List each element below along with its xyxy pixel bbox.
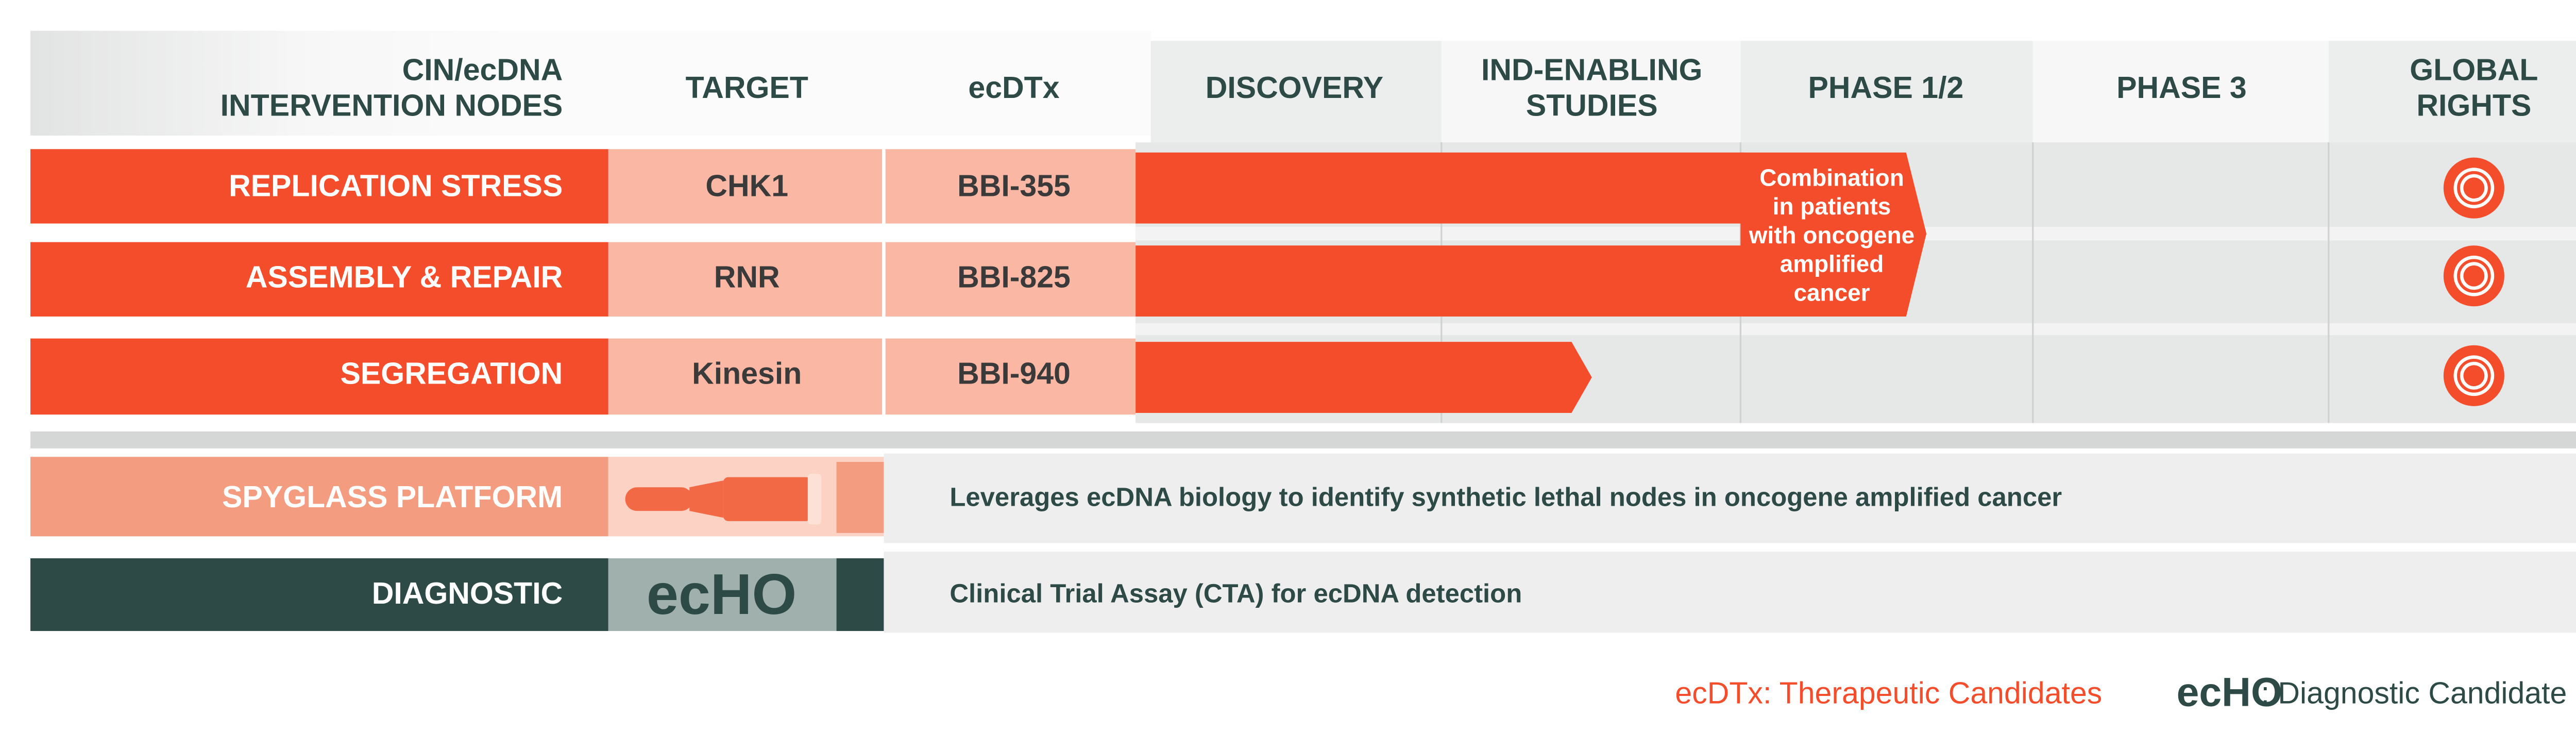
header-label: CIN/ecDNA — [402, 53, 563, 87]
header-label: DISCOVERY — [1206, 71, 1383, 105]
header-label: TARGET — [686, 71, 808, 105]
annotation: in patients — [1773, 193, 1891, 220]
legend-therapeutic: ecDTx: Therapeutic Candidates — [1675, 676, 2102, 710]
row-gap — [1136, 323, 2576, 336]
header-cell — [2032, 41, 2329, 143]
rights-icons — [2443, 157, 2504, 406]
header-cell — [1150, 41, 1442, 143]
separator — [30, 431, 2576, 448]
header-cell — [1740, 41, 2033, 143]
drug-label: BBI-355 — [957, 169, 1071, 203]
header-label: IND-ENABLING — [1481, 53, 1702, 87]
target-label: RNR — [714, 260, 780, 294]
legend-logo: ecHO — [2177, 669, 2283, 714]
header-band — [30, 30, 1151, 136]
row-cells — [30, 149, 1136, 415]
annotation: cancer — [1793, 279, 1870, 306]
header-cell — [2328, 41, 2576, 143]
header-label: PHASE 3 — [2116, 71, 2247, 105]
platform-label: SPYGLASS PLATFORM — [222, 480, 563, 514]
platform-label: DIAGNOSTIC — [372, 576, 563, 610]
platform-description: Clinical Trial Assay (CTA) for ecDNA det… — [950, 579, 1522, 608]
node-label: REPLICATION STRESS — [229, 169, 563, 203]
node-label: ASSEMBLY & REPAIR — [246, 260, 563, 294]
platform-cells — [30, 453, 2576, 633]
target-label: CHK1 — [705, 169, 788, 203]
header-label: RIGHTS — [2416, 88, 2531, 122]
header-label: INTERVENTION NODES — [221, 88, 563, 122]
drug-label: BBI-825 — [957, 260, 1071, 294]
header-cell — [1441, 41, 1741, 143]
echo-logo: ecHO — [647, 562, 796, 626]
header-label: ecDTx — [968, 71, 1059, 105]
annotation: Combination — [1759, 164, 1904, 191]
target-label: Kinesin — [692, 356, 802, 390]
annotation: amplified — [1780, 251, 1884, 277]
spyglass-icon — [625, 474, 822, 525]
legend-diagnostic: : Diagnostic Candidate — [2261, 676, 2567, 710]
progress-arrows — [1136, 152, 1927, 413]
drug-label: BBI-940 — [957, 356, 1071, 390]
platform-description: Leverages ecDNA biology to identify synt… — [950, 483, 2062, 512]
header-label: GLOBAL — [2410, 53, 2538, 87]
header-label: PHASE 1/2 — [1808, 71, 1964, 105]
header-label: STUDIES — [1526, 88, 1658, 122]
node-label: SEGREGATION — [340, 356, 563, 390]
annotation: with oncogene — [1749, 222, 1914, 248]
